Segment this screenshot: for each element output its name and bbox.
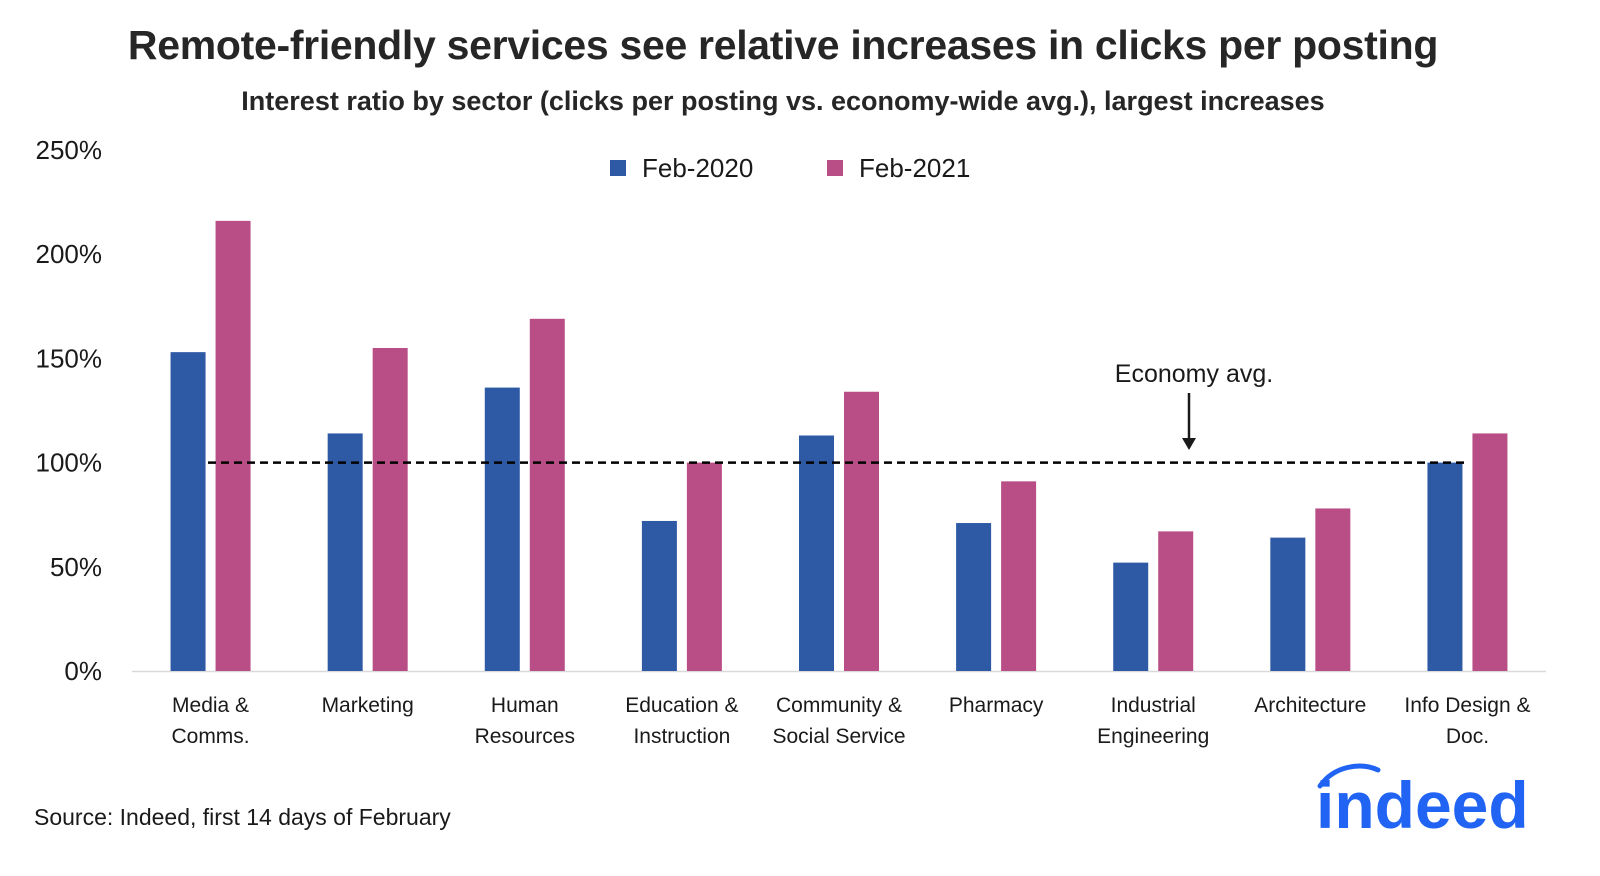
category-group	[484, 318, 565, 671]
bar-feb-2020	[799, 435, 834, 671]
y-tick-label: 250%	[36, 135, 103, 165]
legend-label: Feb-2020	[642, 153, 753, 183]
x-axis-labels: Media & Comms. Marketing Human Resources Educ…	[171, 694, 1530, 748]
x-tick-label: Industrial	[1111, 694, 1196, 717]
x-tick-label: Doc.	[1446, 725, 1489, 748]
x-tick-label: Social Service	[772, 725, 905, 748]
bar-feb-2021	[372, 347, 408, 671]
category-group	[170, 220, 251, 671]
chart-subtitle: Interest ratio by sector (clicks per pos…	[241, 86, 1325, 116]
legend-swatch	[610, 160, 626, 176]
bar-feb-2021	[1315, 508, 1351, 671]
economy-average-annotation: Economy avg.	[1115, 360, 1273, 450]
bar-feb-2020	[1113, 562, 1149, 671]
bar-feb-2020	[170, 352, 206, 671]
bar-feb-2020	[641, 520, 677, 671]
bar-feb-2021	[529, 318, 565, 671]
x-tick-label: Human	[491, 694, 559, 717]
economy-average-label: Economy avg.	[1115, 360, 1273, 388]
x-tick-label: Comms.	[171, 725, 249, 748]
bar-feb-2020	[327, 433, 363, 671]
bar-feb-2021	[1158, 531, 1194, 671]
x-tick-label: Architecture	[1254, 694, 1366, 717]
bars	[170, 220, 1508, 671]
category-group	[327, 347, 408, 671]
category-group	[641, 462, 722, 671]
y-tick-label: 0%	[64, 656, 102, 686]
y-axis: 0% 50% 100% 150% 200% 250%	[36, 135, 103, 686]
y-tick-label: 50%	[50, 552, 102, 582]
x-tick-label: Community &	[776, 694, 902, 717]
y-tick-label: 100%	[36, 448, 103, 478]
category-group	[1270, 508, 1351, 671]
bar-feb-2020	[956, 523, 992, 671]
logo-text: indeed	[1316, 768, 1529, 840]
bar-feb-2021	[1001, 481, 1037, 671]
bar-feb-2021	[844, 391, 879, 671]
legend-label: Feb-2021	[859, 153, 970, 183]
legend: Feb-2020 Feb-2021	[610, 153, 970, 183]
category-group	[799, 391, 879, 671]
x-tick-label: Pharmacy	[949, 694, 1044, 717]
bar-feb-2020	[1270, 537, 1306, 671]
legend-swatch	[827, 160, 843, 176]
bar-feb-2021	[686, 462, 722, 671]
bar-feb-2021	[1472, 433, 1508, 671]
logo-arc-icon	[1317, 763, 1381, 789]
category-group	[956, 481, 1037, 671]
legend-item: Feb-2020	[610, 153, 753, 183]
source-note: Source: Indeed, first 14 days of Februar…	[34, 804, 451, 830]
bar-feb-2021	[215, 220, 251, 671]
x-tick-label: Instruction	[633, 725, 730, 748]
x-tick-label: Media &	[172, 694, 249, 717]
x-tick-label: Marketing	[322, 694, 414, 717]
y-tick-label: 150%	[36, 343, 103, 373]
chart-title: Remote-friendly services see relative in…	[127, 22, 1439, 68]
x-tick-label: Education &	[625, 694, 738, 717]
category-group	[1427, 433, 1508, 671]
x-tick-label: Engineering	[1097, 725, 1209, 748]
arrowhead-icon	[1182, 438, 1196, 450]
indeed-logo: indeed	[1316, 763, 1529, 840]
x-tick-label: Resources	[475, 725, 575, 748]
x-tick-label: Info Design &	[1404, 694, 1530, 717]
category-group	[1113, 531, 1194, 671]
y-tick-label: 200%	[36, 239, 103, 269]
legend-item: Feb-2021	[827, 153, 970, 183]
bar-feb-2020	[484, 387, 520, 671]
bar-feb-2020	[1427, 462, 1463, 671]
